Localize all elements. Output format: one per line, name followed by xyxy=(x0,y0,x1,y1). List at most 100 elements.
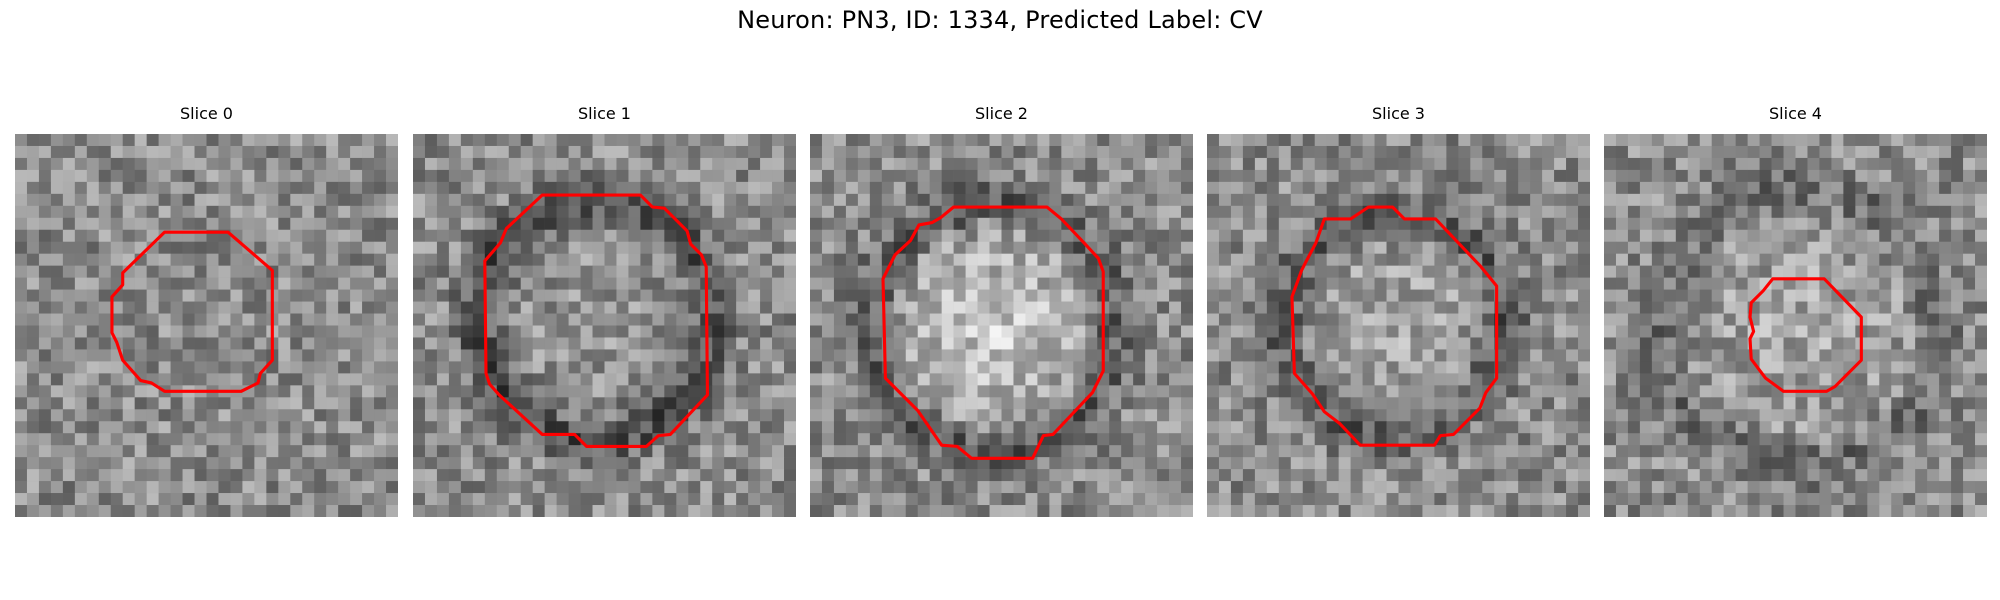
pixel xyxy=(1530,145,1543,159)
pixel xyxy=(278,385,291,398)
pixel xyxy=(1061,457,1074,470)
pixel xyxy=(98,277,111,290)
pixel xyxy=(508,325,521,338)
pixel xyxy=(784,373,796,386)
pixel xyxy=(881,205,895,219)
pixel xyxy=(580,505,593,517)
pixel xyxy=(688,181,701,195)
pixel xyxy=(1278,253,1292,266)
pixel xyxy=(326,157,339,171)
pixel xyxy=(1434,469,1447,482)
pixel xyxy=(1314,469,1327,482)
pixel xyxy=(436,409,450,422)
pixel xyxy=(424,385,438,398)
pixel xyxy=(905,505,918,517)
pixel xyxy=(110,385,123,398)
pixel xyxy=(146,505,159,517)
pixel xyxy=(1939,134,1952,147)
pixel xyxy=(1314,361,1327,374)
pixel xyxy=(350,253,363,266)
pixel xyxy=(845,469,859,482)
pixel xyxy=(254,205,267,219)
pixel xyxy=(1542,301,1555,314)
pixel xyxy=(1819,205,1832,219)
pixel xyxy=(941,349,954,362)
pixel xyxy=(326,205,339,219)
pixel xyxy=(989,169,1002,183)
pixel xyxy=(1037,253,1050,266)
pixel xyxy=(760,157,773,171)
pixel xyxy=(1711,277,1724,290)
pixel xyxy=(1458,181,1471,195)
pixel xyxy=(580,349,593,362)
pixel xyxy=(38,373,52,386)
pixel xyxy=(664,181,677,195)
pixel xyxy=(1109,421,1122,434)
pixel xyxy=(508,361,521,374)
pixel xyxy=(472,361,486,374)
pixel xyxy=(1037,301,1050,314)
pixel xyxy=(1615,301,1629,314)
pixel xyxy=(413,481,426,494)
pixel xyxy=(1145,361,1158,374)
pixel xyxy=(1386,349,1399,362)
pixel xyxy=(1915,145,1928,159)
pixel xyxy=(869,481,883,494)
pixel xyxy=(532,433,545,446)
pixel xyxy=(1410,469,1423,482)
pixel xyxy=(1013,493,1026,506)
pixel xyxy=(496,181,509,195)
pixel xyxy=(1819,241,1832,254)
pixel xyxy=(917,157,930,171)
pixel xyxy=(50,481,64,494)
pixel xyxy=(1843,421,1856,434)
pixel xyxy=(893,301,906,314)
pixel xyxy=(1578,169,1590,183)
pixel xyxy=(1025,145,1038,159)
pixel xyxy=(1651,361,1665,374)
pixel xyxy=(448,457,462,470)
pixel xyxy=(1470,217,1483,230)
pixel xyxy=(98,493,111,506)
pixel xyxy=(15,469,28,482)
pixel xyxy=(784,433,796,446)
pixel xyxy=(1145,349,1158,362)
pixel xyxy=(158,145,171,159)
pixel xyxy=(1374,421,1387,434)
pixel xyxy=(1963,313,1976,326)
pixel xyxy=(1903,313,1916,326)
pixel xyxy=(424,313,438,326)
pixel xyxy=(158,277,171,290)
pixel xyxy=(1422,157,1435,171)
pixel xyxy=(1663,205,1677,219)
pixel xyxy=(290,325,303,338)
pixel xyxy=(1242,325,1256,338)
pixel xyxy=(182,457,195,470)
pixel xyxy=(1771,253,1784,266)
pixel xyxy=(520,301,533,314)
pixel xyxy=(1783,433,1796,446)
pixel xyxy=(628,181,641,195)
pixel xyxy=(592,349,605,362)
pixel xyxy=(1494,181,1507,195)
pixel xyxy=(1434,445,1447,458)
pixel xyxy=(413,361,426,374)
pixel xyxy=(1807,277,1820,290)
pixel xyxy=(810,217,823,230)
pixel xyxy=(460,289,474,302)
pixel xyxy=(1085,265,1098,278)
pixel xyxy=(1939,265,1952,278)
pixel xyxy=(568,409,581,422)
pixel xyxy=(1795,253,1808,266)
pixel xyxy=(1759,457,1772,470)
pixel xyxy=(1061,145,1074,159)
pixel xyxy=(1109,337,1122,350)
pixel xyxy=(1915,433,1928,446)
pixel xyxy=(1350,325,1363,338)
pixel xyxy=(1711,205,1724,219)
pixel xyxy=(230,445,243,458)
pixel xyxy=(122,217,135,230)
pixel xyxy=(338,157,351,171)
pixel xyxy=(62,325,76,338)
pixel xyxy=(314,337,327,350)
